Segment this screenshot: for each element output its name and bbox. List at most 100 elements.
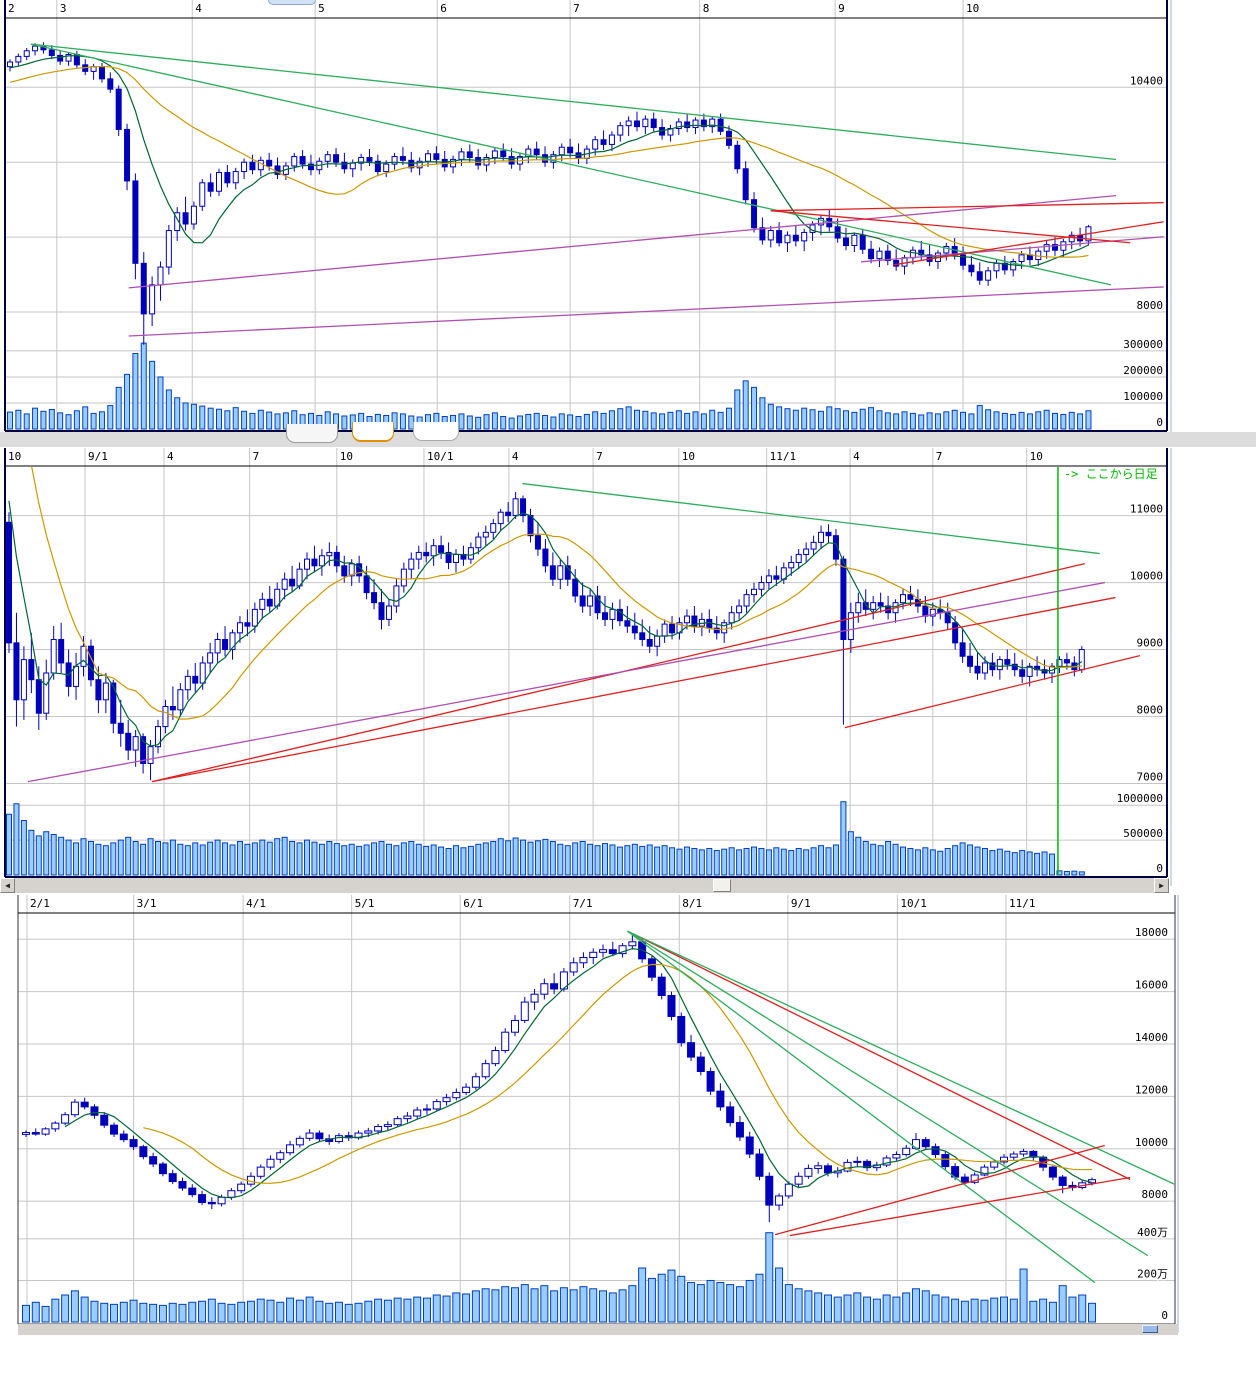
- volume-axis-label: 200万: [1137, 1267, 1168, 1280]
- panel-frame: [4, 0, 1172, 440]
- trend-line: [893, 221, 1164, 266]
- price-axis-label: 16000: [1135, 979, 1168, 992]
- trend-line: [774, 1144, 1105, 1236]
- price-axis-label: 11000: [1130, 503, 1163, 516]
- x-axis-label: 10/1: [900, 897, 927, 910]
- gridlines: [5, 0, 1167, 430]
- x-axis-label: 4: [195, 2, 202, 15]
- volume-axis-label: 0: [1156, 416, 1163, 429]
- price-axis-label: 8000: [1137, 704, 1164, 717]
- volume-axis-label: 0: [1161, 1309, 1168, 1322]
- chart3-scrollbar-thumb[interactable]: [1142, 1325, 1158, 1333]
- gridlines: [18, 895, 1175, 1323]
- price-axis-label: 9000: [1137, 637, 1164, 650]
- trend-line: [522, 482, 1100, 555]
- price-axis-label: 10000: [1130, 570, 1163, 583]
- x-axis-label: 4/1: [246, 897, 266, 910]
- trend-line: [860, 236, 1164, 263]
- price-axis-label: 7000: [1137, 771, 1164, 784]
- trend-line: [151, 596, 1116, 783]
- left-arrow-icon: ◀: [5, 881, 10, 890]
- scrollbar-right-arrow-button[interactable]: ▶: [1154, 878, 1169, 893]
- price-axis-label: 8000: [1142, 1188, 1169, 1201]
- moving-average-line: [8, 500, 1083, 747]
- x-axis-label: 3/1: [137, 897, 157, 910]
- x-axis-label: 7: [573, 2, 580, 15]
- x-axis-label: 9/1: [88, 450, 108, 463]
- volume-axis-label: 1000000: [1117, 792, 1163, 805]
- x-axis-label: 5: [318, 2, 325, 15]
- top-edge-button-fragment[interactable]: [268, 0, 316, 5]
- x-axis-label: 4: [853, 450, 860, 463]
- volume-axis-label: 400万: [1137, 1226, 1168, 1239]
- x-axis-label: 11/1: [1009, 897, 1036, 910]
- price-axis-label: 12000: [1135, 1083, 1168, 1096]
- moving-average-line: [64, 947, 1093, 1199]
- x-axis-label: 10: [682, 450, 695, 463]
- x-axis-label: 10: [966, 2, 979, 15]
- chart2-horizontal-scrollbar[interactable]: ◀ ▶: [0, 878, 1169, 893]
- trend-line: [627, 930, 1149, 1257]
- volume-axis-label: 300000: [1123, 338, 1163, 351]
- x-axis-label: 7: [936, 450, 943, 463]
- trend-line: [844, 654, 1141, 729]
- x-axis-label: 7: [596, 450, 603, 463]
- scrollbar-thumb[interactable]: [713, 879, 731, 892]
- pill-button-fragment-3[interactable]: [413, 422, 459, 441]
- volume-axis-label: 200000: [1123, 364, 1163, 377]
- x-axis-label: 4: [167, 450, 174, 463]
- x-axis-label: 10: [1030, 450, 1043, 463]
- x-axis-label: 6: [440, 2, 447, 15]
- x-axis-label: 7: [253, 450, 260, 463]
- x-axis-label: 10: [8, 450, 21, 463]
- x-axis-label: 2/1: [30, 897, 50, 910]
- volume-axis-label: 100000: [1123, 390, 1163, 403]
- trend-line: [128, 194, 1117, 289]
- annotation-text: -> ここから日足: [1064, 467, 1158, 481]
- trend-line: [627, 930, 1174, 1185]
- x-axis-label: 8/1: [682, 897, 702, 910]
- trend-line: [27, 581, 1106, 783]
- x-axis-label: 5/1: [355, 897, 375, 910]
- x-axis-label: 3: [60, 2, 67, 15]
- volume-axis-label: 0: [1156, 862, 1163, 875]
- trend-line: [627, 930, 1096, 1284]
- right-arrow-icon: ▶: [1159, 881, 1164, 890]
- moving-average-line: [143, 963, 1093, 1184]
- trend-line: [770, 210, 1131, 244]
- toolbar-strip: [0, 422, 1256, 447]
- scrollbar-left-arrow-button[interactable]: ◀: [0, 878, 15, 893]
- candlesticks: [6, 492, 1085, 781]
- trend-line: [627, 930, 1131, 1181]
- panel-frame: [17, 895, 1179, 1333]
- volume-axis-label: 500000: [1123, 827, 1163, 840]
- volume-bars: [22, 1232, 1097, 1323]
- price-axis-label: 14000: [1135, 1031, 1168, 1044]
- moving-average-line: [31, 467, 1082, 720]
- chart-panel-3: 2/1 3/1 4/1 5/1 6/1 7/1 8/1 9/1 10/1 11/1 18000 160…: [17, 895, 1179, 1333]
- price-axis-label: 10400: [1130, 74, 1163, 87]
- x-axis-label: 2: [8, 2, 15, 15]
- x-axis-label: 8: [703, 2, 710, 15]
- moving-average-line: [9, 55, 1089, 267]
- x-axis-label: 10: [340, 450, 353, 463]
- x-axis-label: 9/1: [791, 897, 811, 910]
- chart3-bottom-scrollbar[interactable]: [18, 1324, 1178, 1335]
- x-axis-label: 10/1: [427, 450, 454, 463]
- trend-line: [128, 286, 1164, 337]
- chart-panel-1: 2 3 4 5 6 7 8 9 10 10400 8000 300000 200000 100000 0: [4, 0, 1172, 440]
- price-axis-label: 8000: [1137, 299, 1164, 312]
- panel-frame: [4, 448, 1172, 886]
- pill-button-fragment-2[interactable]: [352, 422, 394, 442]
- volume-bars: [7, 342, 1092, 430]
- pill-button-fragment-1[interactable]: [286, 424, 338, 443]
- trend-line: [30, 43, 1112, 286]
- price-axis-label: 18000: [1135, 926, 1168, 939]
- price-axis-label: 10000: [1135, 1136, 1168, 1149]
- x-axis-label: 11/1: [770, 450, 797, 463]
- x-axis-label: 6/1: [463, 897, 483, 910]
- trend-line: [789, 1176, 1131, 1237]
- candlesticks: [22, 933, 1097, 1223]
